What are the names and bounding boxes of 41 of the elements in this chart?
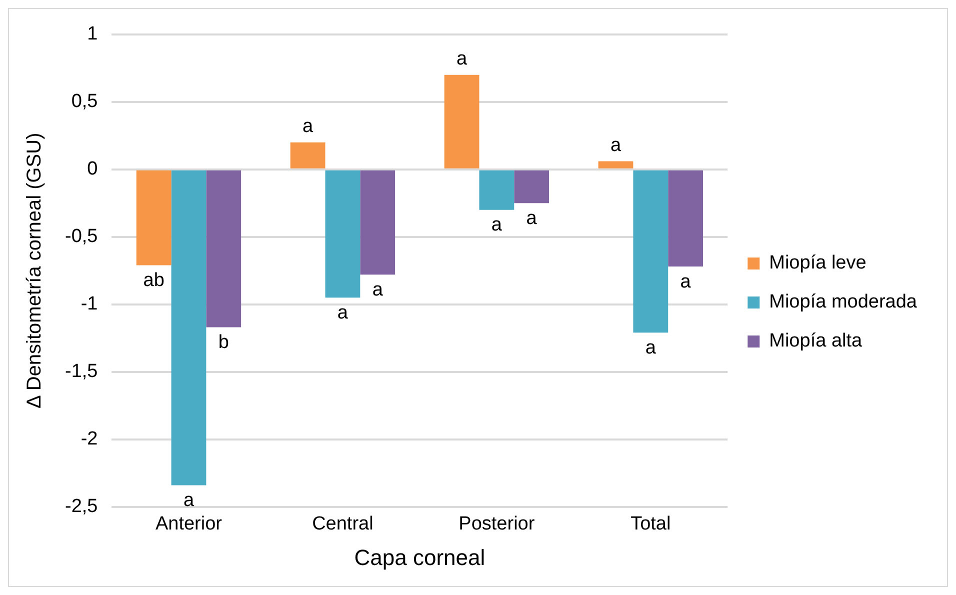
bar	[360, 170, 396, 275]
x-tick-label: Central	[312, 513, 374, 534]
y-tick-label: -1	[80, 294, 98, 315]
data-label: a	[526, 208, 538, 229]
data-label: a	[372, 279, 384, 300]
bar	[290, 142, 326, 168]
y-tick-label: 1	[87, 24, 98, 45]
y-tick-label: -1,5	[64, 361, 98, 382]
data-label: a	[610, 135, 622, 156]
data-label: a	[680, 271, 692, 292]
y-axis-title: Δ Densitometría corneal (GSU)	[24, 132, 46, 408]
bar	[136, 170, 172, 266]
bar	[479, 170, 514, 210]
y-tick-label: -2,5	[64, 496, 98, 518]
bar	[668, 170, 703, 267]
x-tick-label: Anterior	[155, 513, 223, 534]
data-label: a	[337, 302, 348, 324]
x-tick-label: Total	[630, 513, 671, 534]
y-tick-label: 0,5	[71, 91, 98, 112]
data-label: a	[302, 116, 314, 138]
y-tick-label: 0	[87, 158, 98, 180]
data-label: a	[491, 214, 502, 236]
data-label: ab	[143, 270, 164, 291]
data-label: b	[218, 332, 229, 354]
bar	[325, 170, 360, 298]
bar	[444, 74, 480, 168]
data-label: a	[456, 48, 468, 70]
x-tick-label: Posterior	[458, 513, 536, 534]
y-tick-label: -2	[80, 428, 98, 450]
x-axis-title: Capa corneal	[354, 544, 486, 570]
legend-label: Miopía moderada	[769, 292, 918, 313]
bar	[514, 170, 550, 204]
y-tick-label: -0,5	[64, 226, 98, 248]
legend-label: Miopía leve	[769, 252, 866, 274]
bar	[206, 170, 242, 328]
data-label: a	[645, 337, 656, 358]
bar	[598, 161, 634, 168]
legend-label: Miopía alta	[769, 330, 863, 352]
bar	[171, 170, 206, 486]
data-label: a	[183, 490, 194, 511]
bar	[633, 170, 668, 333]
